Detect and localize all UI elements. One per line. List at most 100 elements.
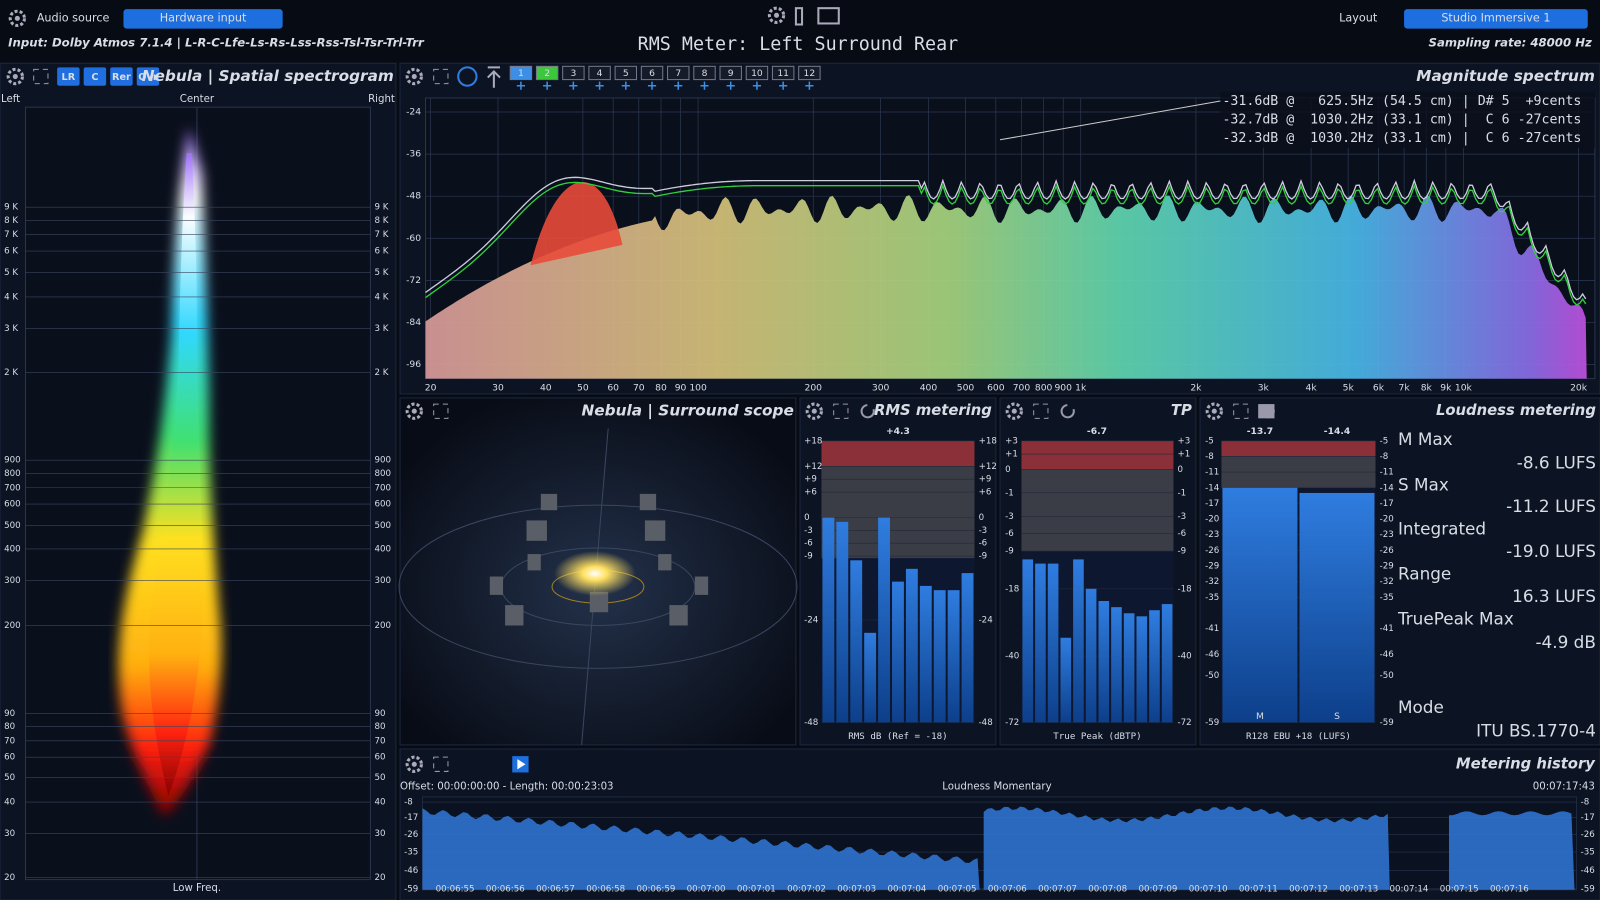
cursor-readout: -32.7dB @ 1030.2Hz (33.1 cm) | C 6 -27ce… [1222,112,1581,127]
channel-tab[interactable] [771,65,795,81]
screen-icon[interactable] [817,7,840,25]
channel-toggle[interactable] [110,67,133,86]
panel-title: Loudness metering [1436,402,1596,419]
scale-label: -8 [1380,452,1389,462]
y-tick-label: -24 [406,106,421,117]
settings-icon[interactable] [6,67,24,86]
scale-label: -29 [1380,561,1394,571]
settings-icon[interactable] [8,9,27,28]
tick-label: 300 [4,576,21,586]
scale-label: -48 [979,718,993,728]
readout-value: -4.9 dB [1535,632,1595,652]
add-icon [516,81,525,90]
channel-tab[interactable] [693,65,716,81]
peak-hold-icon[interactable] [487,66,501,88]
fullscreen-icon[interactable] [433,403,449,419]
x-tick-label: 1k [1075,382,1087,393]
y-tick-label: -36 [406,149,421,160]
y-tick-label: -46 [404,866,418,876]
live-button[interactable] [457,66,478,87]
meter-bar [1047,563,1059,723]
channel-tab[interactable] [719,65,742,81]
settings-icon[interactable] [405,67,423,86]
tick-label: 800 [374,469,391,479]
scale-label: -35 [1380,593,1394,603]
y-tick-label: -35 [1581,848,1595,858]
settings-icon[interactable] [1005,402,1023,420]
scale-label: -40 [1005,652,1019,662]
x-tick-label: 600 [987,382,1005,393]
tick-label: 80 [4,722,15,732]
channel-tab[interactable] [509,65,533,81]
channel-tab[interactable] [562,65,585,81]
mixer-icon[interactable] [794,7,804,26]
layout-button[interactable] [1404,9,1588,29]
tick-label: 3 K [374,324,388,334]
fullscreen-icon[interactable] [1033,403,1049,419]
pause-icon[interactable] [1258,404,1275,419]
y-tick-label: -59 [404,884,418,894]
time-label: 00:07:05 [938,884,977,894]
time-label: 00:07:15 [1440,884,1479,894]
nebula-core [148,153,203,796]
x-tick-label: 300 [872,382,890,393]
tick-label: 40 [374,798,385,808]
settings-icon[interactable] [805,402,823,420]
channel-tab[interactable] [614,65,638,81]
y-tick-label: -17 [1581,813,1595,823]
scale-label: -23 [1380,530,1394,540]
fullscreen-icon[interactable] [1233,403,1249,419]
meter-bar [1073,559,1084,723]
scale-label: -17 [1205,499,1219,509]
channel-toggle[interactable] [57,67,80,86]
channel-tab[interactable] [588,65,611,81]
tick-label: 4 K [4,292,18,302]
add-icon [569,81,578,90]
channel-tab[interactable] [745,65,769,81]
scale-label: -46 [1205,650,1219,660]
reset-icon[interactable] [1060,404,1075,419]
scale-label: -59 [1380,718,1394,728]
tick-label: 400 [374,544,391,554]
tick-label: 800 [4,469,21,479]
reset-icon[interactable] [860,404,875,419]
scale-label: -20 [1380,515,1394,525]
scale-label: -11 [1380,468,1394,478]
meter-bar [1111,607,1122,723]
tick-label: 6 K [374,247,388,257]
channel-label: M [1256,711,1264,722]
fullscreen-icon[interactable] [433,756,449,772]
x-tick-label: 20 [425,382,437,393]
scale-label: 0 [979,513,985,523]
channel-toggle[interactable] [136,67,160,86]
scale-label: +1 [1005,450,1018,460]
speaker [526,520,547,541]
channel-tab[interactable] [535,65,559,81]
scale-label: -72 [1005,718,1019,728]
channel-tab[interactable] [667,65,690,81]
fullscreen-icon[interactable] [833,403,849,419]
meter-bar [947,590,960,723]
axis-label: Center [180,94,215,105]
scale-label: -72 [1178,718,1192,728]
settings-icon[interactable] [405,755,423,773]
input-info: Input: Dolby Atmos 7.1.4 | L-R-C-Lfe-Ls-… [8,35,425,49]
meter-bar [878,517,890,723]
time-label: 00:07:02 [787,884,826,894]
add-icon [779,81,788,90]
settings-icon[interactable] [767,6,786,24]
scale-label: -5 [1380,436,1389,446]
play-icon [517,759,526,770]
settings-icon[interactable] [1205,402,1223,420]
source-button[interactable] [123,9,283,29]
fullscreen-icon[interactable] [33,68,49,85]
channel-tab[interactable] [798,65,821,81]
channel-toggle[interactable] [83,67,107,86]
fullscreen-icon[interactable] [433,68,449,85]
settings-icon[interactable] [405,402,423,420]
meter-bar [1149,610,1160,723]
speaker [639,493,657,511]
channel-tab[interactable] [640,65,664,81]
channel-tab-label: 7 [675,68,681,79]
x-tick-label: 50 [577,382,589,393]
